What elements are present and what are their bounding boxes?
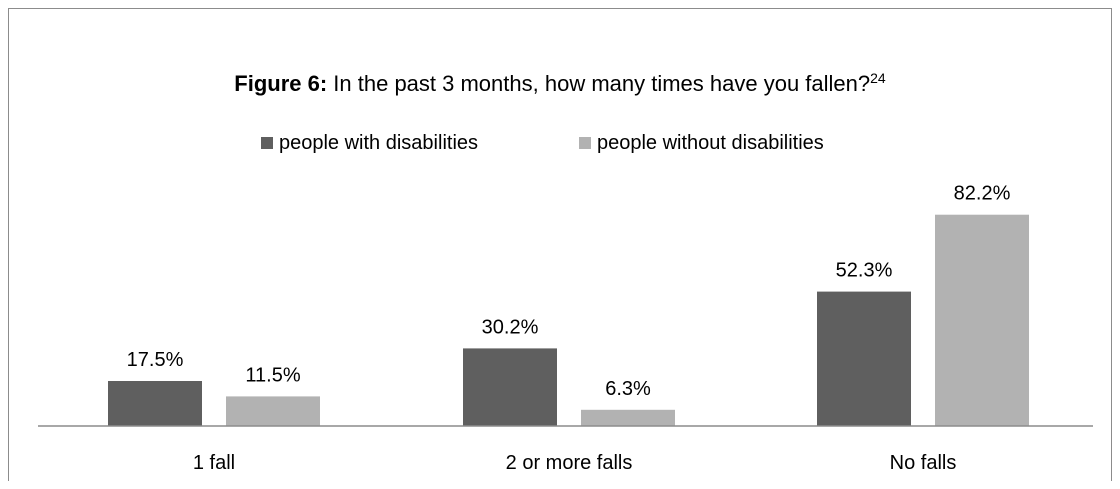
value-label-without-disabilities-1: 6.3% bbox=[605, 378, 651, 400]
bar-with-disabilities-0 bbox=[108, 381, 202, 426]
category-label-1: 2 or more falls bbox=[506, 452, 633, 474]
chart-title-text: In the past 3 months, how many times hav… bbox=[327, 71, 870, 96]
bar-with-disabilities-1 bbox=[463, 348, 557, 426]
legend-swatch-without-disabilities bbox=[579, 137, 591, 149]
chart-title-superscript: 24 bbox=[870, 70, 886, 86]
value-label-without-disabilities-0: 11.5% bbox=[245, 364, 300, 386]
chart-title: Figure 6: In the past 3 months, how many… bbox=[234, 70, 886, 96]
legend: people with disabilities people without … bbox=[261, 132, 824, 154]
category-label-0: 1 fall bbox=[193, 452, 235, 474]
value-label-with-disabilities-1: 30.2% bbox=[482, 316, 539, 338]
value-labels-layer: 17.5% 30.2% 52.3% 11.5% 6.3% 82.2% bbox=[127, 183, 1011, 400]
bar-without-disabilities-2 bbox=[935, 214, 1029, 426]
bar-without-disabilities-1 bbox=[581, 409, 675, 426]
bar-with-disabilities-2 bbox=[817, 291, 911, 426]
bars-layer bbox=[108, 214, 1029, 426]
legend-swatch-with-disabilities bbox=[261, 137, 273, 149]
chart-title-prefix: Figure 6: bbox=[234, 71, 327, 96]
bar-without-disabilities-0 bbox=[226, 396, 320, 426]
legend-label-without-disabilities: people without disabilities bbox=[597, 132, 824, 154]
category-label-2: No falls bbox=[890, 452, 957, 474]
legend-label-with-disabilities: people with disabilities bbox=[279, 132, 478, 154]
value-label-with-disabilities-2: 52.3% bbox=[836, 260, 893, 282]
value-label-without-disabilities-2: 82.2% bbox=[954, 183, 1011, 205]
value-label-with-disabilities-0: 17.5% bbox=[127, 349, 184, 371]
category-labels-layer: 1 fall 2 or more falls No falls bbox=[193, 452, 956, 474]
